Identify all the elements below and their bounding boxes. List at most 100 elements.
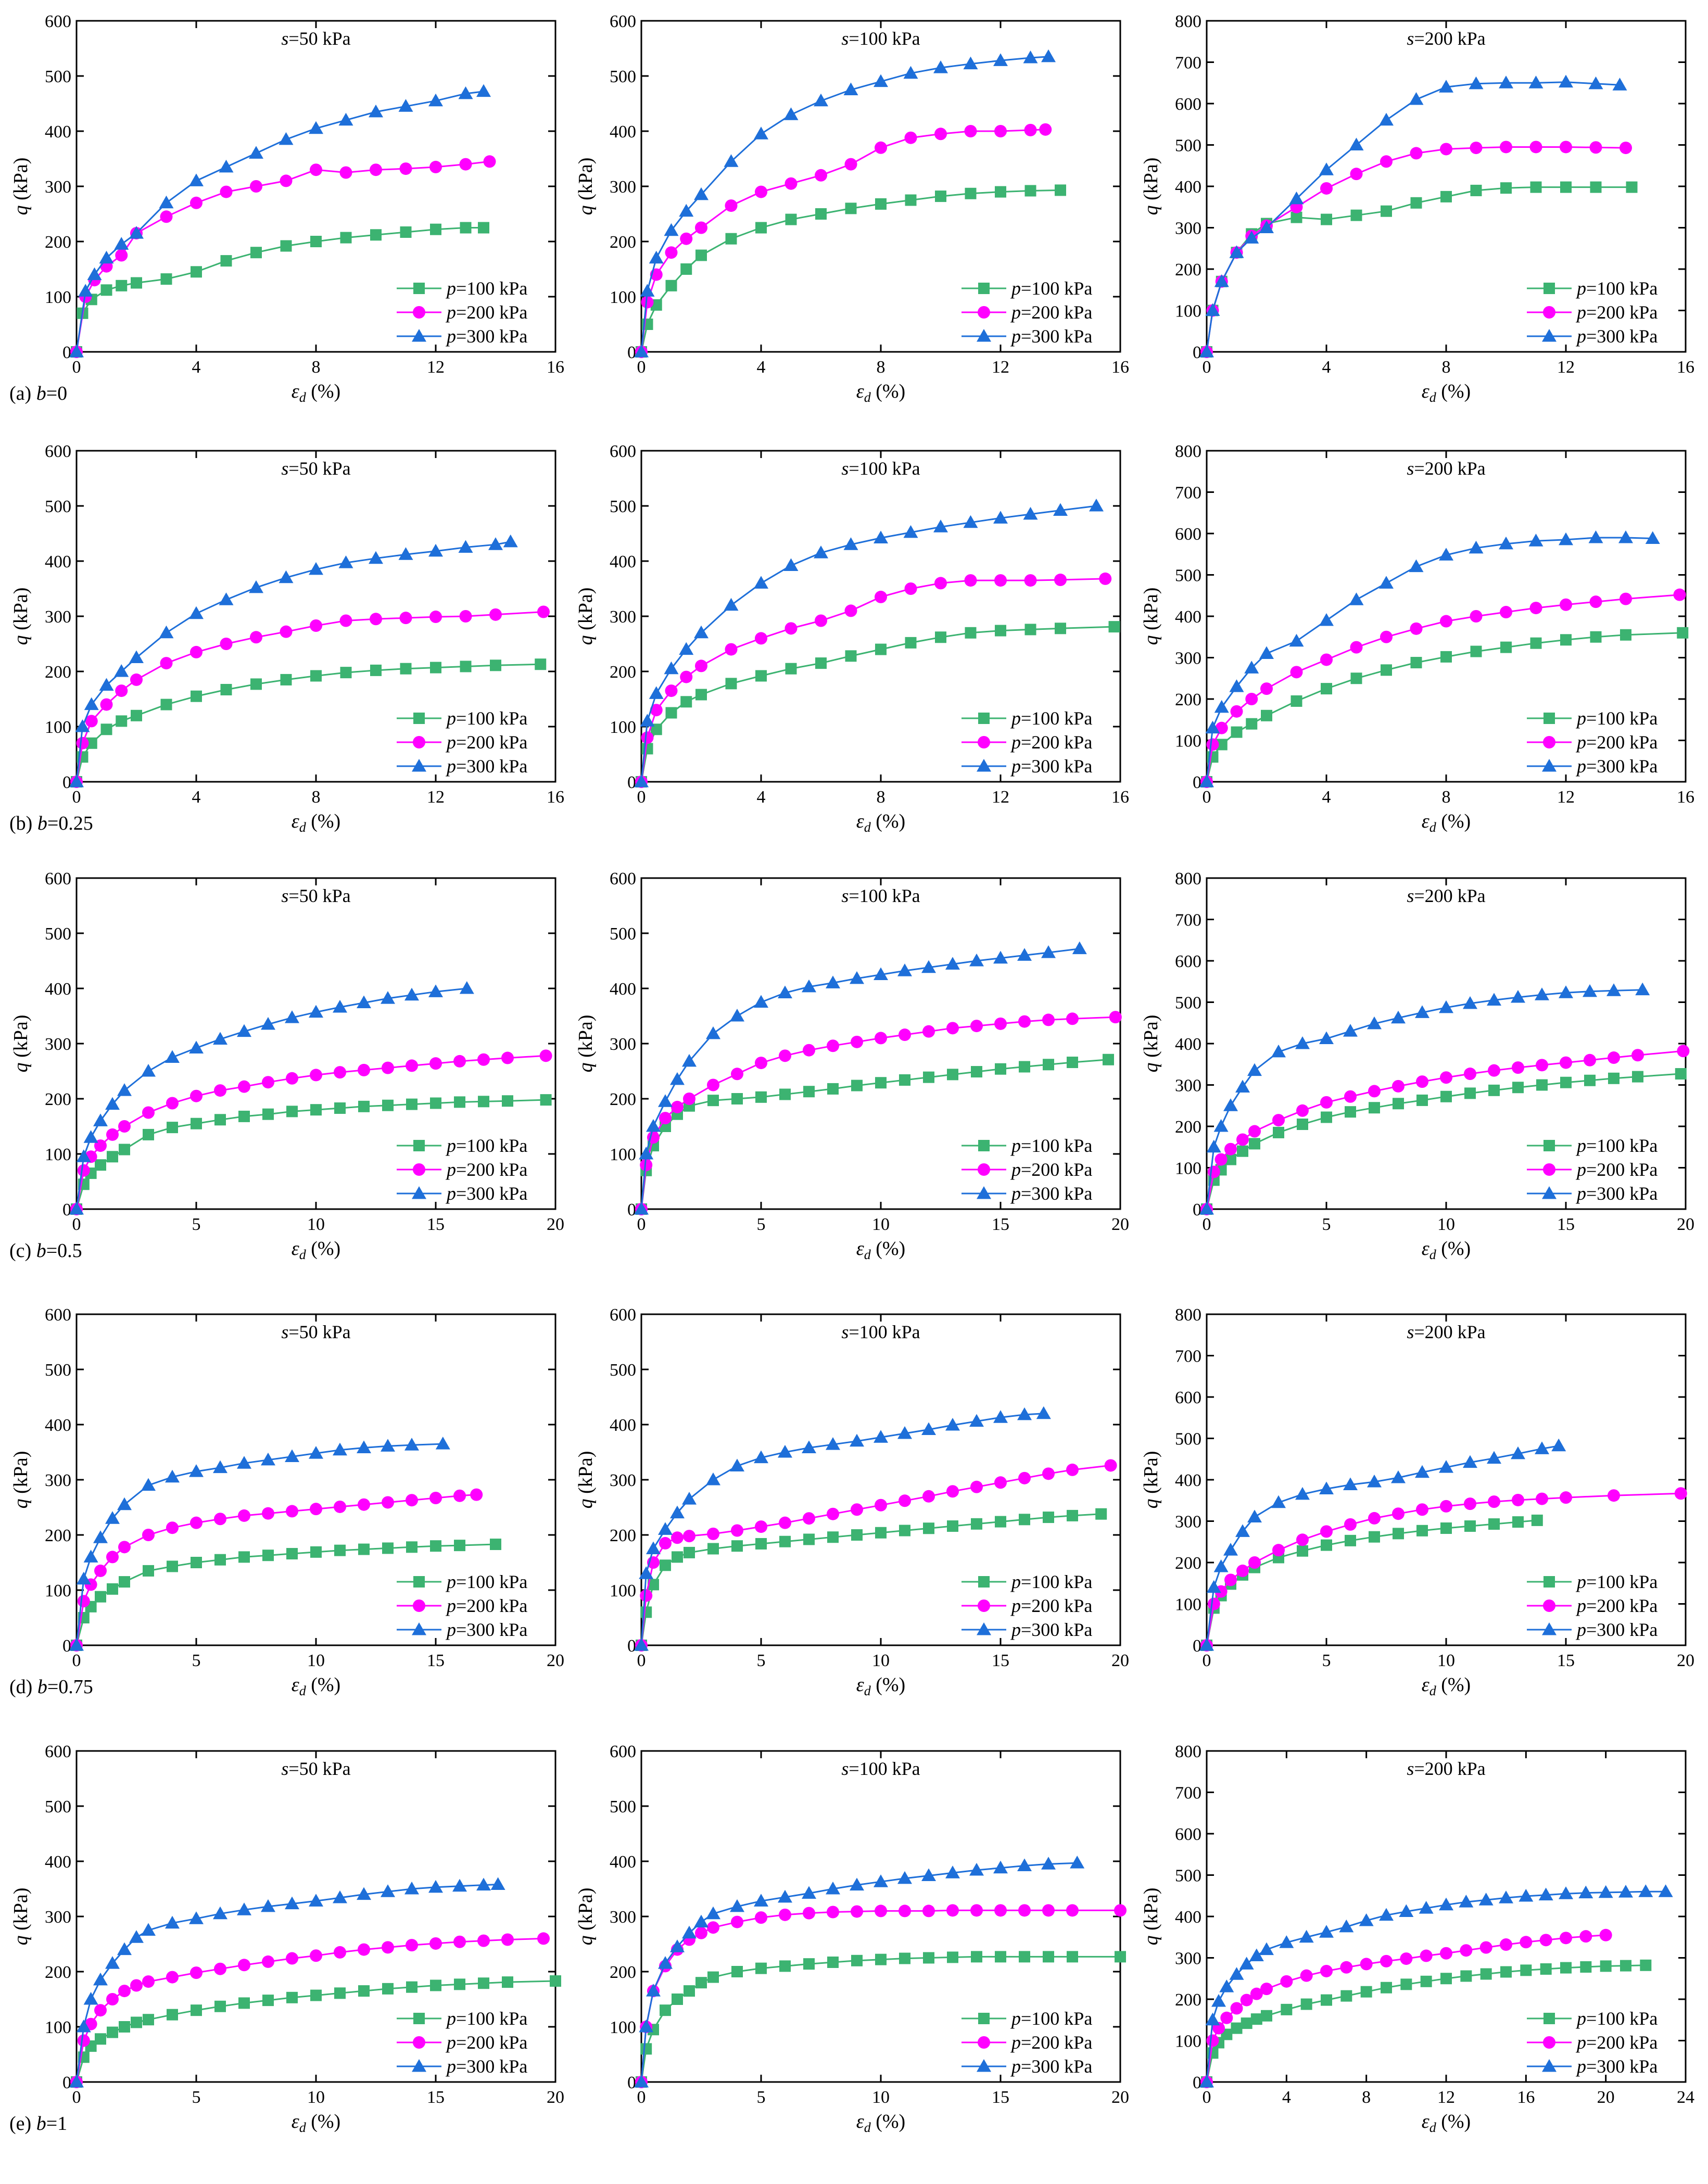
data-point	[262, 1076, 274, 1089]
data-point	[429, 611, 442, 624]
legend-marker	[977, 759, 991, 772]
data-point	[191, 2004, 202, 2016]
legend-label: p=300 kPa	[445, 326, 527, 347]
data-point	[921, 960, 936, 973]
data-point	[1536, 1079, 1548, 1091]
data-point	[684, 1546, 695, 1558]
data-point	[1368, 1085, 1381, 1098]
data-point	[827, 1906, 839, 1919]
data-point	[1409, 559, 1424, 573]
data-point	[1410, 147, 1423, 160]
data-point	[641, 743, 653, 755]
data-point	[69, 774, 84, 788]
data-point	[658, 1956, 673, 1969]
data-point	[994, 574, 1007, 587]
legend-item-p100: p=100 kPa	[961, 1135, 1092, 1156]
data-point	[1280, 1975, 1293, 1988]
data-point	[490, 1877, 505, 1890]
data-point	[309, 121, 323, 134]
data-point	[85, 737, 97, 749]
data-point	[755, 1520, 767, 1533]
data-point	[1559, 1886, 1573, 1899]
data-point	[639, 1147, 654, 1160]
legend-marker	[978, 2013, 990, 2024]
data-point	[1321, 213, 1332, 225]
data-point	[947, 1951, 958, 1963]
data-point	[539, 1049, 552, 1062]
data-point	[398, 99, 413, 112]
y-tick-label: 600	[610, 869, 636, 888]
legend-label: p=200 kPa	[445, 302, 527, 323]
data-point	[77, 1595, 90, 1608]
data-point	[430, 1540, 441, 1552]
data-point	[286, 1106, 298, 1118]
data-point	[803, 1086, 815, 1098]
data-point	[995, 625, 1006, 637]
data-point	[1560, 634, 1572, 646]
series-p300	[1199, 1438, 1566, 1651]
data-point	[1538, 1887, 1553, 1901]
legend-item-p300: p=300 kPa	[397, 1183, 527, 1204]
data-point	[1540, 1963, 1552, 1975]
data-point	[1600, 1960, 1612, 1972]
data-point	[1019, 1514, 1030, 1526]
data-point	[1247, 1063, 1262, 1076]
data-point	[851, 1905, 863, 1918]
data-point	[476, 84, 491, 97]
data-point	[1072, 941, 1087, 955]
data-point	[118, 1120, 131, 1133]
data-point	[1500, 1966, 1512, 1978]
y-tick-label: 500	[1175, 566, 1201, 586]
data-point	[1440, 1522, 1452, 1534]
data-point	[725, 643, 738, 656]
legend-item-p300: p=300 kPa	[1527, 1619, 1658, 1640]
panel-title: s=100 kPa	[841, 885, 920, 906]
data-point	[826, 1437, 840, 1450]
data-point	[1229, 1967, 1244, 1980]
y-tick-label: 100	[1175, 732, 1201, 751]
data-point	[1271, 1495, 1286, 1508]
data-point	[1631, 1049, 1644, 1062]
data-point	[369, 551, 383, 564]
data-point	[679, 642, 694, 655]
data-point	[875, 1077, 887, 1089]
data-point	[1260, 682, 1273, 695]
data-point	[238, 1110, 250, 1122]
data-point	[262, 1955, 274, 1968]
data-point	[843, 82, 858, 95]
data-point	[115, 249, 128, 262]
panel-title: s=50 kPa	[281, 458, 350, 479]
data-point	[1291, 695, 1302, 707]
data-point	[190, 1516, 203, 1529]
x-tick-label: 4	[1322, 358, 1331, 377]
data-point	[1399, 1904, 1414, 1917]
data-point	[1512, 1516, 1524, 1528]
x-axis-label: εd (%)	[292, 380, 340, 405]
panel-title: s=50 kPa	[281, 1758, 350, 1779]
y-tick-label: 500	[45, 1797, 71, 1817]
data-point	[672, 1551, 683, 1563]
data-point	[1017, 948, 1032, 961]
data-point	[399, 162, 412, 175]
data-point	[1392, 1507, 1405, 1520]
y-tick-label: 600	[610, 442, 636, 461]
data-point	[875, 643, 887, 655]
data-point	[501, 1051, 514, 1064]
data-point	[1320, 1964, 1333, 1977]
legend-marker	[977, 329, 991, 342]
legend-marker	[412, 759, 426, 772]
data-point	[1223, 1098, 1238, 1111]
y-tick-label: 800	[1175, 1305, 1201, 1325]
legend-label: p=200 kPa	[1575, 2032, 1658, 2053]
data-point	[814, 545, 828, 558]
data-point	[458, 540, 473, 553]
legend: p=100 kPa p=200 kPa p=300 kPa	[397, 708, 527, 777]
data-point	[779, 1908, 791, 1921]
y-tick-label: 200	[610, 1526, 636, 1545]
data-point	[1367, 1474, 1382, 1488]
y-axis-label: q (kPa)	[10, 158, 32, 215]
data-point	[220, 255, 232, 267]
y-axis-label: q (kPa)	[575, 158, 597, 215]
data-point	[107, 1151, 118, 1163]
